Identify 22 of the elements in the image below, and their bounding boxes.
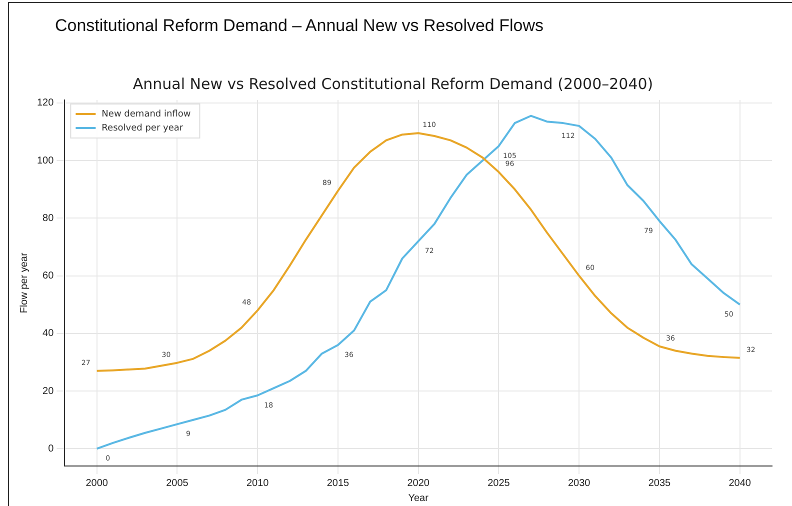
x-tick-label: 2035: [648, 478, 672, 489]
x-tick-label: 2000: [86, 478, 108, 489]
y-tick-label: 20: [42, 386, 54, 397]
legend-label: Resolved per year: [102, 123, 184, 134]
x-tick-label: 2025: [488, 478, 510, 489]
y-tick-label: 0: [48, 443, 54, 454]
x-axis-title: Year: [408, 492, 430, 504]
y-tick-label: 40: [42, 328, 54, 340]
legend-label: New demand inflow: [102, 109, 191, 120]
x-tick-label: 2010: [246, 478, 270, 489]
x-tick-label: 2020: [407, 478, 430, 489]
y-tick-label: 80: [42, 212, 54, 224]
y-tick-label: 60: [42, 270, 54, 282]
x-tick-label: 2015: [326, 478, 350, 489]
x-tick-label: 2040: [728, 478, 752, 489]
chart-subtitle: Annual New vs Resolved Constitutional Reform Demand (2000–2040): [132, 74, 654, 93]
chart-title: Constitutional Reform Demand – Annual New vs Resolved Flows: [55, 16, 544, 36]
y-axis-title: Flow per year: [18, 252, 30, 314]
y-tick-label: 100: [36, 155, 54, 166]
y-tick-label: 120: [36, 98, 54, 109]
x-tick-label: 2005: [166, 478, 189, 489]
x-tick-label: 2030: [568, 478, 591, 489]
